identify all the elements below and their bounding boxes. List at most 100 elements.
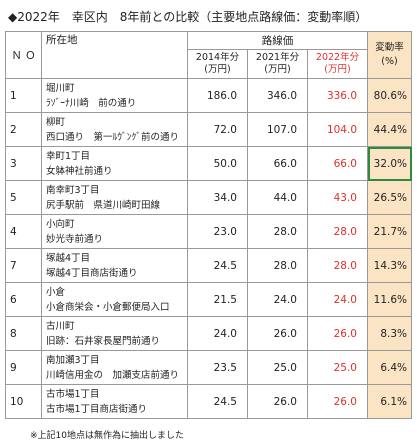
- location-area: 古市場1丁目: [46, 388, 100, 400]
- header-rate-label: 変動率: [375, 42, 404, 53]
- location: 小向町 妙光寺前通り: [41, 214, 188, 249]
- row-no: 1: [5, 78, 42, 113]
- location-area: 小倉: [46, 286, 66, 298]
- row: 4 小向町 妙光寺前通り 23.0 28.0 28.0 21.7%: [5, 214, 412, 249]
- price-2021: 28.0: [247, 214, 308, 249]
- row-no: 3: [5, 146, 42, 181]
- location-street: ﾗｿﾞｰﾅ川崎 前の通り: [46, 97, 137, 109]
- change-rate: 6.4%: [367, 350, 412, 385]
- location-area: 塚越4丁目: [46, 252, 91, 264]
- row-no: 7: [5, 248, 42, 283]
- header-2022: 2022年分 (万円): [307, 49, 368, 79]
- row: 2 柳町 西口通り 第一ﾙｳﾞﾝｸﾞ前の通り 72.0 107.0 104.0 44.4%: [5, 112, 412, 147]
- price-2022: 26.0: [307, 316, 368, 351]
- header-location: 所在地: [41, 31, 188, 79]
- year: 2022年分: [315, 52, 360, 63]
- price-2014: 21.5: [187, 282, 248, 317]
- change-rate: 44.4%: [367, 112, 412, 147]
- price-2022: 26.0: [307, 384, 368, 419]
- change-rate: 6.1%: [367, 384, 412, 419]
- price-2021: 26.0: [247, 384, 308, 419]
- row: 9 南加瀬3丁目 川崎信用金の 加瀬支店前通り 23.5 25.0 25.0 6.4%: [5, 350, 412, 385]
- location-street: 川崎信用金の 加瀬支店前通り: [46, 369, 180, 381]
- row: 7 塚越4丁目 塚越4丁目商店街通り 24.5 28.0 28.0 14.3%: [5, 248, 412, 283]
- location: 南加瀬3丁目川崎信用金の 加瀬支店前通り: [41, 350, 188, 385]
- location: 幸町1丁目女躰神社前通り: [41, 146, 188, 181]
- location: 柳町西口通り 第一ﾙｳﾞﾝｸﾞ前の通り: [41, 112, 188, 147]
- price-2014: 24.0: [187, 316, 248, 351]
- location-street: 古市場1丁目商店街通り: [46, 403, 148, 415]
- row: 1 堀川町 ﾗｿﾞｰﾅ川崎 前の通り 186.0 346.0 336.0 80.6%: [5, 78, 412, 113]
- location-area: 南幸町3丁目: [46, 184, 100, 196]
- location-street: 女躰神社前通り: [46, 165, 113, 177]
- price-2021: 26.0: [247, 316, 308, 351]
- location: 南幸町3丁目尻手駅前 県道川崎町田線: [41, 180, 188, 215]
- location-area: 小向町: [46, 218, 75, 230]
- location-street: 旧跡：石井家長屋門前通り: [46, 335, 161, 347]
- price-2022: 43.0: [307, 180, 368, 215]
- price-2014: 50.0: [187, 146, 248, 181]
- price-2022: 66.0: [307, 146, 368, 181]
- header-rate-unit: (%): [381, 56, 398, 67]
- location-area: 南加瀬3丁目: [46, 354, 100, 366]
- change-rate: 11.6%: [367, 282, 412, 317]
- footnote: ※上記10地点は無作為に抽出しました: [30, 431, 184, 441]
- price-2022: 24.0: [307, 282, 368, 317]
- price-2014: 24.5: [187, 248, 248, 283]
- table-body: 1 堀川町 ﾗｿﾞｰﾅ川崎 前の通り 186.0 346.0 336.0 80.6% 2 柳町西…: [5, 78, 412, 419]
- price-2022: 336.0: [307, 78, 368, 113]
- change-rate: 14.3%: [367, 248, 412, 283]
- price-2022: 28.0: [307, 248, 368, 283]
- price-2021: 44.0: [247, 180, 308, 215]
- year: 2014年分: [195, 52, 240, 63]
- price-2021: 346.0: [247, 78, 308, 113]
- row: 6 小倉 小倉商栄会・小倉郵便局入口 21.5 24.0 24.0 11.6%: [5, 282, 412, 317]
- row-no: 2: [5, 112, 42, 147]
- row-no: 10: [5, 384, 42, 419]
- price-2014: 24.5: [187, 384, 248, 419]
- location: 小倉小倉商栄会・小倉郵便局入口: [41, 282, 188, 317]
- change-rate: 8.3%: [367, 316, 412, 351]
- location-area: 堀川町: [46, 82, 75, 94]
- location-street: 尻手駅前 県道川崎町田線: [46, 199, 161, 211]
- header-rate: 変動率 (%): [367, 31, 412, 79]
- header-no: Ｎ Ｏ: [5, 31, 42, 79]
- change-rate: 32.0%: [367, 146, 412, 181]
- year: 2021年分: [255, 52, 300, 63]
- unit: (万円): [324, 64, 351, 75]
- price-2022: 25.0: [307, 350, 368, 385]
- row: 3 幸町1丁目 女躰神社前通り 50.0 66.0 66.0 32.0%: [5, 146, 412, 181]
- row-no: 8: [5, 316, 42, 351]
- price-2021: 66.0: [247, 146, 308, 181]
- price-2021: 28.0: [247, 248, 308, 283]
- location-street: 妙光寺前通り: [46, 233, 104, 245]
- row-no: 6: [5, 282, 42, 317]
- location-street: 塚越4丁目商店街通り: [46, 267, 138, 279]
- price-2022: 28.0: [307, 214, 368, 249]
- change-rate: 26.5%: [367, 180, 412, 215]
- location-area: 柳町: [46, 116, 66, 128]
- price-2014: 23.5: [187, 350, 248, 385]
- change-rate: 80.6%: [367, 78, 412, 113]
- row-no: 4: [5, 214, 42, 249]
- location-street: 小倉商栄会・小倉郵便局入口: [46, 301, 170, 313]
- location-area: 幸町1丁目: [46, 150, 91, 162]
- unit: (万円): [264, 64, 291, 75]
- row: 10 古市場1丁目 古市場1丁目商店街通り 24.5 26.0 26.0 6.1%: [5, 384, 412, 419]
- row: 5 南幸町3丁目 尻手駅前 県道川崎町田線 34.0 44.0 43.0 26.5%: [5, 180, 412, 215]
- price-2014: 23.0: [187, 214, 248, 249]
- price-2014: 72.0: [187, 112, 248, 147]
- title: ◆2022年 幸区内 8年前との比較（主要地点路線価：変動率順）: [8, 10, 368, 24]
- location: 古市場1丁目古市場1丁目商店街通り: [41, 384, 188, 419]
- price-2021: 24.0: [247, 282, 308, 317]
- price-2022: 104.0: [307, 112, 368, 147]
- change-rate: 21.7%: [367, 214, 412, 249]
- price-table: Ｎ Ｏ 所在地 路線価 変動率 (%) 2014年分 (万円) 2021年分 (万円)…: [5, 31, 412, 419]
- price-2021: 107.0: [247, 112, 308, 147]
- location: 塚越4丁目塚越4丁目商店街通り: [41, 248, 188, 283]
- price-2014: 34.0: [187, 180, 248, 215]
- location: 古川町 旧跡：石井家長屋門前通り: [41, 316, 188, 351]
- location-street: 西口通り 第一ﾙｳﾞﾝｸﾞ前の通り: [46, 131, 180, 143]
- unit: (万円): [204, 64, 231, 75]
